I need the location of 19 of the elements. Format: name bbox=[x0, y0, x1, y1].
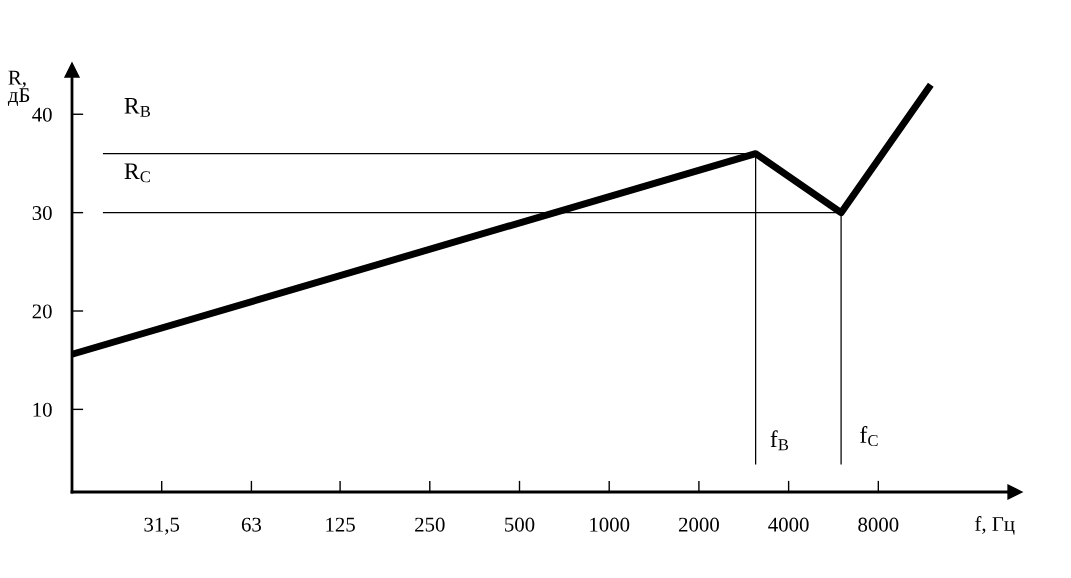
y-tick-label: 10 bbox=[33, 402, 52, 417]
x-tick-label: 500 bbox=[505, 517, 535, 532]
y-tick-label: 30 bbox=[32, 206, 52, 221]
annotation: R$_{B}$ bbox=[124, 98, 151, 117]
x-tick-label: 1000 bbox=[590, 517, 630, 532]
x-tick-label: 31,5 bbox=[144, 517, 180, 535]
x-tick-label: 8000 bbox=[858, 517, 899, 532]
x-tick-label: 250 bbox=[415, 517, 445, 532]
y-tick-label: 20 bbox=[32, 304, 52, 319]
x-tick-label: 4000 bbox=[768, 517, 809, 532]
y-tick-label: 40 bbox=[32, 107, 52, 122]
annotation: f$_{B}$ bbox=[770, 430, 789, 451]
annotation: R$_{C}$ bbox=[124, 163, 150, 183]
annotation: f$_{C}$ bbox=[860, 426, 878, 447]
x-axis-title: f, Гц bbox=[975, 516, 1015, 535]
x-tick-label: 125 bbox=[326, 517, 355, 532]
x-tick-label: 63 bbox=[241, 517, 262, 532]
x-tick-label: 2000 bbox=[679, 517, 719, 532]
y-axis-title: R, дБ bbox=[7, 70, 30, 106]
